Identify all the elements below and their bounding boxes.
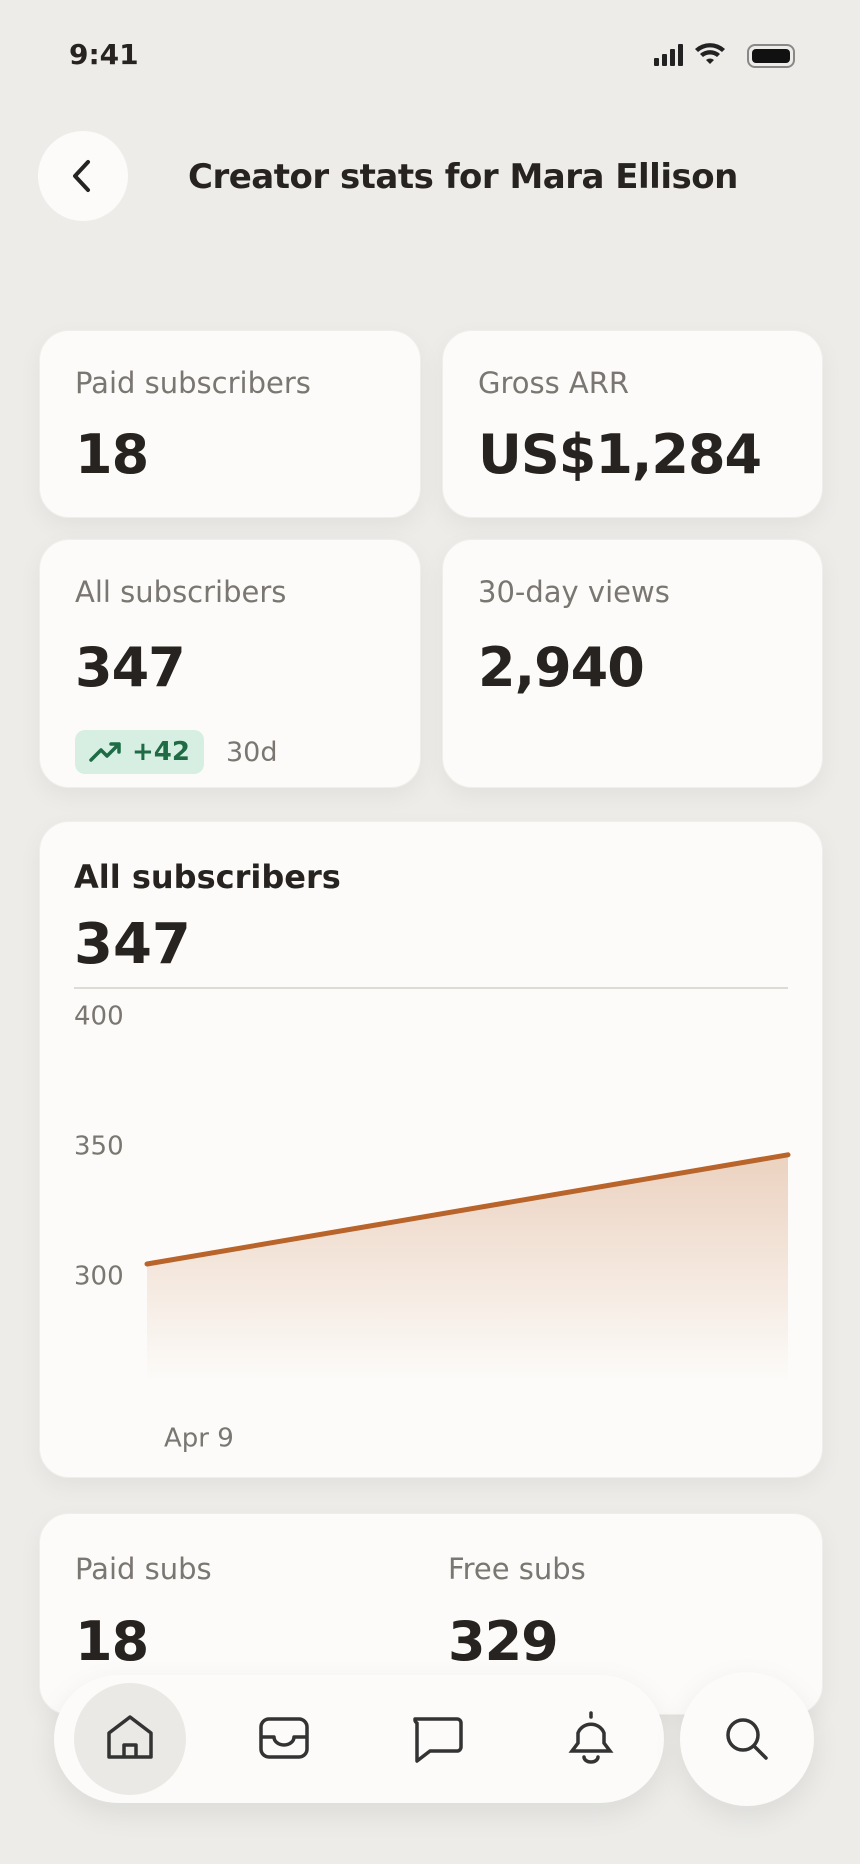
page-title: Creator stats for Mara Ellison	[188, 157, 738, 197]
line	[144, 1152, 791, 1267]
stat-card: All subscribers 347 +42 30d	[39, 539, 421, 788]
stat-value: US$1,284	[478, 423, 762, 486]
notifications-tab[interactable]	[568, 1711, 614, 1764]
change-value: +42	[132, 737, 190, 767]
y-tick-label: 350	[74, 1132, 124, 1162]
split-value: 18	[75, 1610, 149, 1673]
tab-bar	[54, 1675, 664, 1803]
stat-label: All subscribers	[75, 575, 287, 609]
chart-card: All subscribers 347 300 350 400 Apr 9	[39, 821, 823, 1478]
stat-value: 347	[75, 636, 186, 699]
split-value: 329	[448, 1610, 559, 1673]
stat-label: 30-day views	[478, 575, 670, 609]
chart-title: All subscribers	[74, 858, 341, 896]
stat-value: 18	[75, 423, 149, 486]
stat-label: Gross ARR	[478, 366, 630, 400]
back-icon	[73, 160, 90, 192]
chat-tab[interactable]	[413, 1717, 463, 1763]
home-icon	[107, 1715, 153, 1759]
search-icon	[726, 1718, 768, 1760]
split-label: Paid subs	[75, 1552, 212, 1586]
split-label: Free subs	[448, 1552, 586, 1586]
status-time: 9:41	[69, 38, 139, 71]
stat-card: Gross ARR US$1,284	[442, 330, 823, 518]
change-period: 30d	[226, 737, 278, 768]
search-button[interactable]	[680, 1672, 814, 1806]
stat-label: Paid subscribers	[75, 366, 311, 400]
inbox-tab[interactable]	[259, 1717, 309, 1759]
x-tick-label: Apr 9	[164, 1424, 234, 1454]
chart: All subscribers 347 300 350 400 Apr 9	[74, 858, 791, 1454]
status-icons	[654, 43, 795, 68]
y-tick-label: 300	[74, 1262, 124, 1292]
y-tick-label: 400	[74, 1002, 124, 1032]
stat-card: 30-day views 2,940	[442, 539, 823, 788]
chart-value: 347	[74, 912, 191, 977]
back-button[interactable]	[38, 131, 128, 221]
stat-value: 2,940	[478, 636, 645, 699]
change-badge: +42	[75, 730, 204, 774]
home-tab[interactable]	[74, 1683, 186, 1795]
stat-card: Paid subscribers 18	[39, 330, 421, 518]
tab-icons	[74, 1683, 614, 1795]
trend-icon	[89, 742, 121, 762]
line-area	[147, 1154, 788, 1381]
